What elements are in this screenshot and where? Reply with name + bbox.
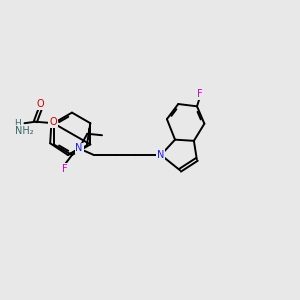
Text: F: F bbox=[62, 164, 68, 174]
Text: F: F bbox=[197, 89, 203, 99]
Text: O: O bbox=[37, 99, 44, 109]
Text: O: O bbox=[49, 117, 57, 127]
Text: H: H bbox=[14, 119, 21, 128]
Text: N: N bbox=[75, 143, 83, 154]
Text: NH₂: NH₂ bbox=[15, 126, 34, 136]
Text: N: N bbox=[157, 150, 165, 160]
